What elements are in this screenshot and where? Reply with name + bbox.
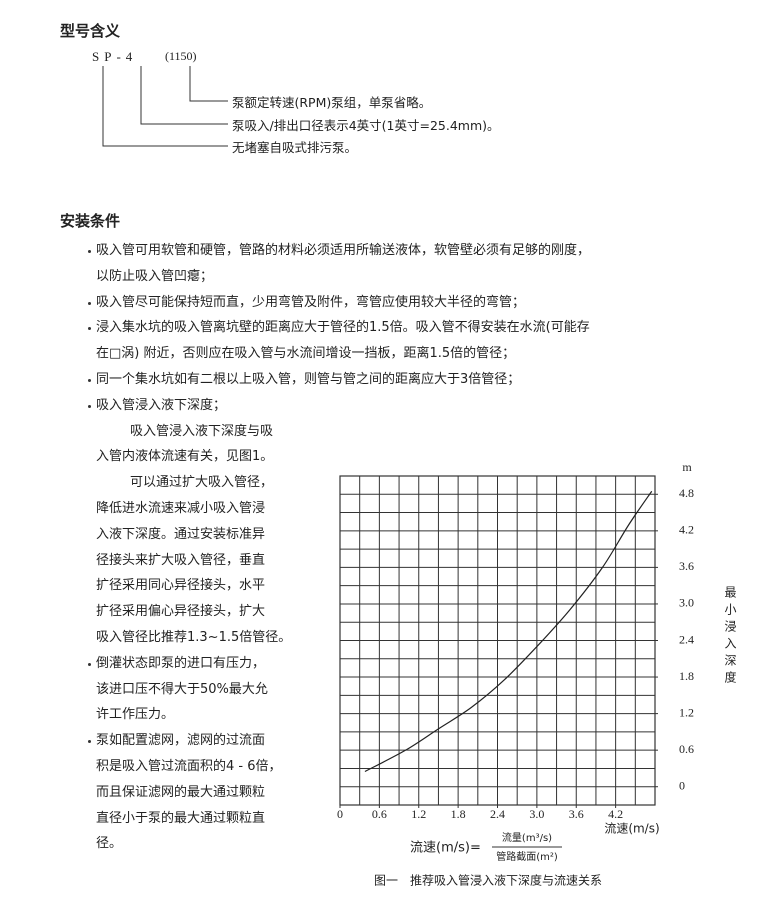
bracket-lines [102,66,228,147]
y-tick-label: 2.4 [679,632,694,646]
bullet-line: 该进口压不得大于50%最大允 [96,681,268,697]
formula-denominator: 管路截面(m²) [496,850,558,863]
paragraph-line: 可以通过扩大吸入管径， [130,475,274,491]
bullet-line: 积是吸入管过流面积的4 - 6倍， [96,758,282,774]
bullet-line: 吸入管尽可能保持短而直，少用弯管及附件，弯管应使用较大半径的弯管； [88,290,590,316]
explanation: 无堵塞自吸式排污泵。 [232,140,358,155]
bullet-line: 以防止吸入管凹瘪； [96,268,214,284]
y-tick-label: 3.0 [679,596,694,610]
bullet-line: 倒灌状态即泵的进口有压力， [88,651,590,677]
y-axis-label: 最小浸入深度 [723,586,737,688]
y-tick-label: 1.8 [679,669,694,683]
y-tick-label: 3.6 [679,559,694,573]
bullet-line: 吸入管浸入液下深度； [88,393,590,419]
explanation: 泵吸入/排出口径表示4英寸(1英寸=25.4mm)。 [232,118,500,133]
paragraph-line: 吸入管浸入液下深度与吸 [130,423,274,439]
bullet-line: 径。 [96,836,123,852]
x-tick-label: 3.0 [529,807,544,821]
bullet-line: 浸入集水坑的吸入管离坑壁的距离应大于管径的1.5倍。吸入管不得安装在水流(可能存 [88,315,590,341]
x-tick-label: 4.2 [608,807,623,821]
data-line [364,490,653,773]
bullet-line: 吸入管可用软管和硬管，管路的材料必须适用所输送液体，软管壁必须有足够的刚度， [88,238,590,264]
paragraph-line: 扩径采用偏心异径接头，扩大 [96,604,266,620]
caption: 图一 推荐吸入管浸入液下深度与流速关系 [374,873,602,888]
y-tick-label: 0.6 [679,742,694,756]
x-tick-label: 1.2 [411,807,426,821]
x-tick-label: 0 [337,807,343,821]
x-tick-label: 3.6 [569,807,584,821]
paragraph-line: 扩径采用同心异径接头，水平 [96,578,266,594]
x-unit-label: 流速(m/s) [604,822,659,836]
x-tick-label: 0.6 [372,807,387,821]
y-tick-label: 4.2 [679,523,694,537]
bullet-line: 直径小于泵的最大通过颗粒直 [96,810,266,826]
section-heading: 型号含义 [60,22,121,40]
bullet-line: 泵如配置滤网，滤网的过流面 [88,728,590,754]
y-tick-label: 1.2 [679,705,694,719]
formula-left: 流速(m/s)= [410,841,481,856]
y-tick-label: 4.8 [679,486,694,500]
section-heading: 安装条件 [60,212,121,230]
paragraph-line: 径接头来扩大吸入管径，垂直 [96,552,266,568]
formula-numerator: 流量(m³/s) [502,831,552,844]
bullet-line: 许工作压力。 [96,707,175,723]
bullet-line: 而且保证滤网的最大通过颗粒 [96,784,266,800]
model-speed: (1150) [165,49,197,63]
explanation: 泵额定转速(RPM)泵组，单泵省略。 [232,95,432,110]
model-code: SP-4 [92,49,138,64]
x-tick-label: 1.8 [451,807,466,821]
paragraph-line: 入液下深度。通过安装标准异 [96,526,266,542]
x-tick-label: 2.4 [490,807,505,821]
paragraph-line: 吸入管径比推荐1.3~1.5倍管径。 [96,629,292,645]
paragraph-line: 降低进水流速来减小吸入管浸 [96,500,266,516]
bullet-line: 同一个集水坑如有二根以上吸入管，则管与管之间的距离应大于3倍管径； [88,367,590,393]
install-conditions: 吸入管可用软管和硬管，管路的材料必须适用所输送液体，软管壁必须有足够的刚度， 以防… [88,238,590,857]
y-unit: m [682,460,692,474]
bullet-line: 在□涡) 附近，否则应在吸入管与水流间增设一挡板，距离1.5倍的管径； [96,346,516,362]
paragraph-line: 入管内液体流速有关，见图1。 [96,449,274,465]
y-tick-label: 0 [679,778,685,792]
